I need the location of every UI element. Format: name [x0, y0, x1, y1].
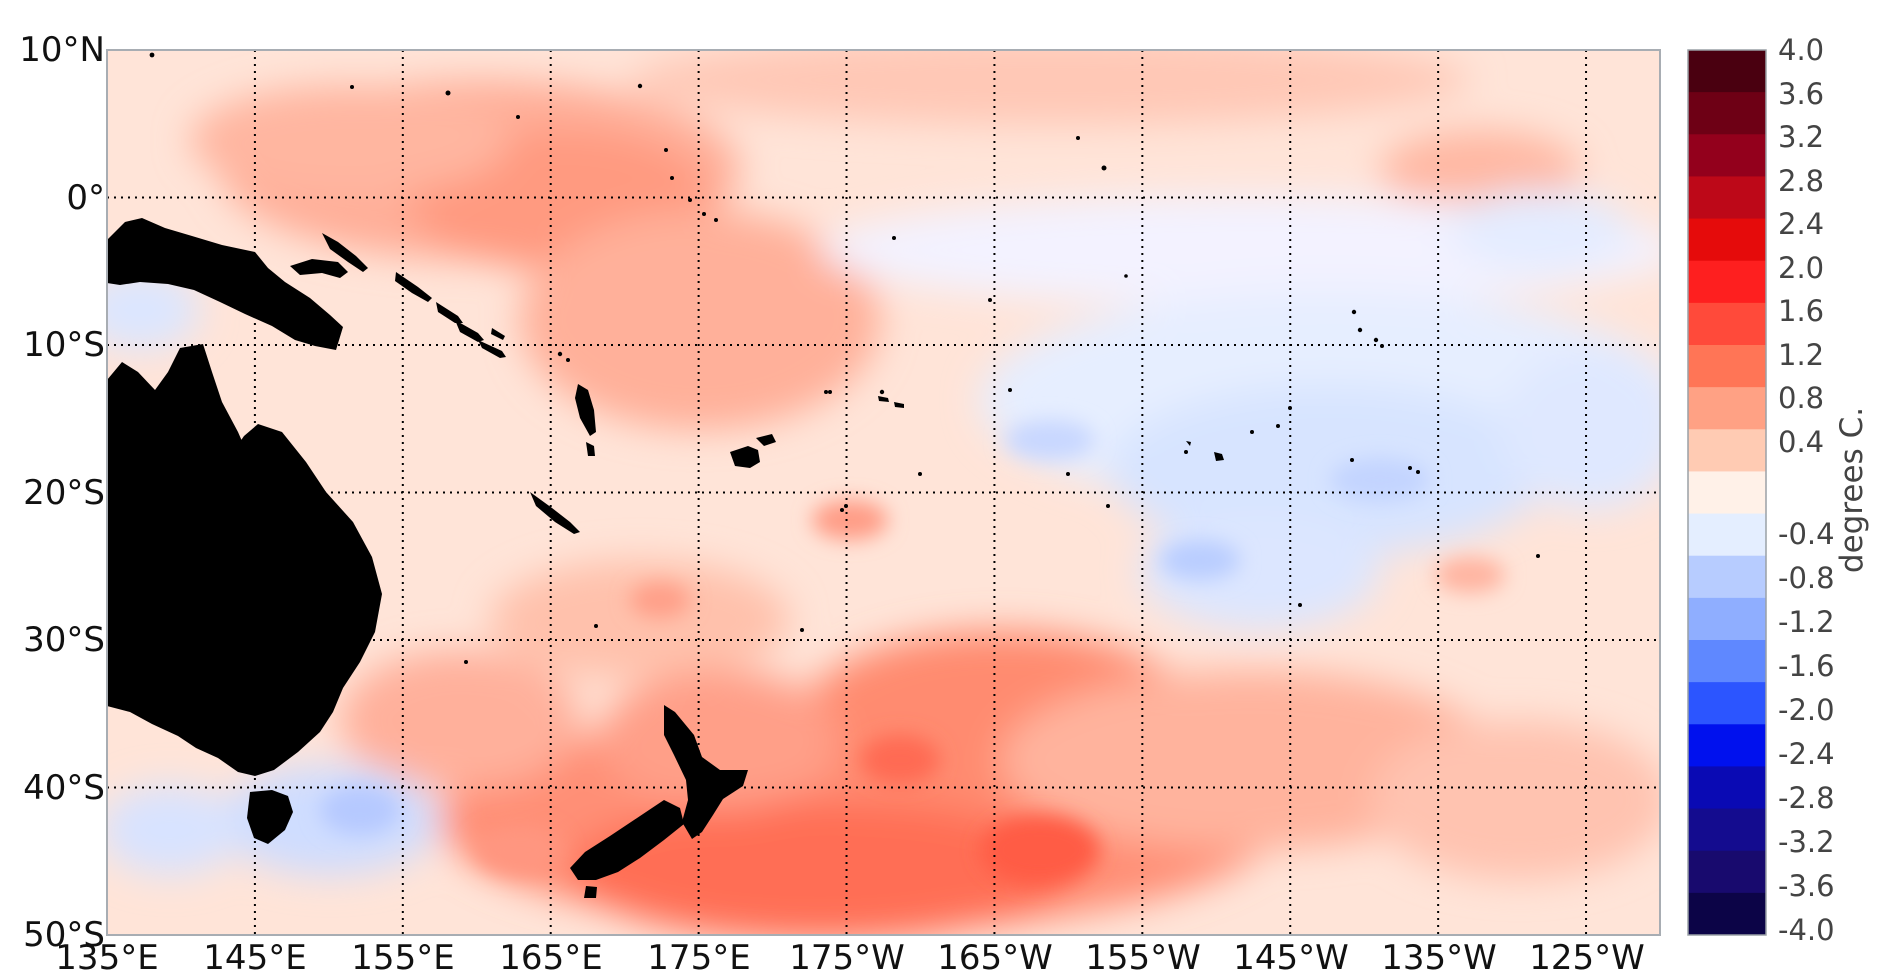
- tahiti-islands: [1186, 441, 1224, 461]
- map-frame: [106, 49, 1661, 936]
- colorbar-tick-label: -0.8: [1778, 561, 1835, 595]
- new-britain-landmass: [290, 259, 348, 278]
- colorbar-tick-label: 3.2: [1778, 120, 1825, 154]
- tasmania-landmass: [247, 790, 293, 844]
- colorbar-swatch: [1688, 134, 1766, 177]
- lon-label-165w: 165°W: [937, 938, 1053, 978]
- colorbar-tick-label: 2.4: [1778, 207, 1825, 241]
- colorbar-swatch: [1688, 260, 1766, 304]
- lat-label-50s: 50°S: [23, 915, 105, 955]
- lat-label-30s: 30°S: [23, 620, 105, 660]
- colorbar-swatch: [1688, 92, 1766, 135]
- lat-label-10s: 10°S: [23, 325, 105, 365]
- lon-label-165e: 165°E: [499, 938, 603, 978]
- lat-label-40s: 40°S: [23, 767, 105, 808]
- colorbar-tick-label: -2.8: [1778, 781, 1835, 815]
- colorbar-tick-label: 1.2: [1778, 337, 1825, 372]
- colorbar-swatch: [1688, 724, 1766, 767]
- new-caledonia-landmass: [530, 492, 580, 534]
- new-zealand-south-island: [570, 800, 684, 880]
- colorbar-swatch: [1688, 640, 1766, 683]
- lon-label-145e: 145°E: [203, 938, 307, 978]
- colorbar-swatch: [1688, 766, 1766, 810]
- colorbar-tick-label: -1.2: [1778, 605, 1835, 639]
- colorbar-swatch: [1688, 850, 1766, 894]
- new-guinea-landmass: [107, 218, 343, 350]
- colorbar-swatch: [1688, 345, 1766, 388]
- colorbar-unit-label: degrees C.: [1834, 406, 1870, 574]
- lon-label-145w: 145°W: [1233, 938, 1349, 978]
- colorbar-tick-label: 2.0: [1778, 250, 1825, 285]
- colorbar-tick-label: -4.0: [1778, 913, 1835, 947]
- lon-label-155e: 155°E: [351, 938, 455, 978]
- colorbar-swatch: [1688, 513, 1766, 557]
- colorbar-tick-label: -2.4: [1778, 737, 1835, 771]
- colorbar-swatch: [1688, 218, 1766, 262]
- samoa-islands: [878, 396, 904, 408]
- australia-landmass: [107, 344, 382, 776]
- colorbar-tick-label: 0.4: [1778, 424, 1825, 459]
- colorbar-tick-label: 3.6: [1778, 76, 1825, 111]
- land-masses: [107, 218, 1224, 898]
- fiji-islands: [730, 434, 776, 468]
- lat-label-10n: 10°N: [19, 30, 105, 70]
- colorbar-tick-label: -0.4: [1778, 517, 1835, 551]
- solomon-islands: [395, 272, 506, 358]
- lon-label-175w: 175°W: [789, 938, 905, 978]
- lat-label-20s: 20°S: [23, 472, 105, 513]
- sst-anomaly-field: [107, 50, 1660, 935]
- vanuatu-islands: [575, 384, 596, 456]
- stewart-island: [584, 886, 597, 898]
- colorbar-tick-label: 1.6: [1778, 294, 1825, 328]
- colorbar-swatch: [1688, 387, 1766, 430]
- colorbar-swatch: [1688, 302, 1766, 346]
- new-ireland-landmass: [322, 233, 368, 272]
- colorbar-swatch: [1688, 808, 1766, 852]
- colorbar-tick-label: -2.0: [1778, 693, 1835, 727]
- colorbar: [1687, 49, 1767, 936]
- colorbar-swatch: [1688, 682, 1766, 725]
- lon-label-155w: 155°W: [1085, 938, 1201, 978]
- colorbar-swatch: [1688, 597, 1766, 641]
- colorbar-swatch: [1688, 555, 1766, 599]
- colorbar-swatch: [1688, 50, 1766, 93]
- lon-label-125w: 125°W: [1529, 938, 1645, 978]
- colorbar-tick-label: 2.8: [1778, 163, 1825, 198]
- colorbar-tick-label: -1.6: [1778, 649, 1835, 683]
- colorbar-frame: [1687, 49, 1767, 936]
- lon-label-135w: 135°W: [1381, 938, 1497, 978]
- lat-label-0: 0°: [66, 177, 105, 218]
- colorbar-swatch: [1688, 892, 1766, 936]
- colorbar-swatch: [1688, 429, 1766, 472]
- new-zealand-north-island: [664, 705, 748, 839]
- colorbar-tick-label: 4.0: [1778, 33, 1825, 67]
- colorbar-swatch: [1688, 176, 1766, 220]
- colorbar-tick-label: -3.2: [1778, 825, 1835, 859]
- lon-label-175e: 175°E: [647, 938, 751, 978]
- colorbar-tick-label: -3.6: [1778, 869, 1835, 903]
- colorbar-swatch: [1688, 471, 1766, 515]
- colorbar-tick-label: 0.8: [1778, 381, 1825, 415]
- graticule-lines: [107, 50, 1660, 935]
- lon-label-135e: 135°E: [55, 938, 159, 978]
